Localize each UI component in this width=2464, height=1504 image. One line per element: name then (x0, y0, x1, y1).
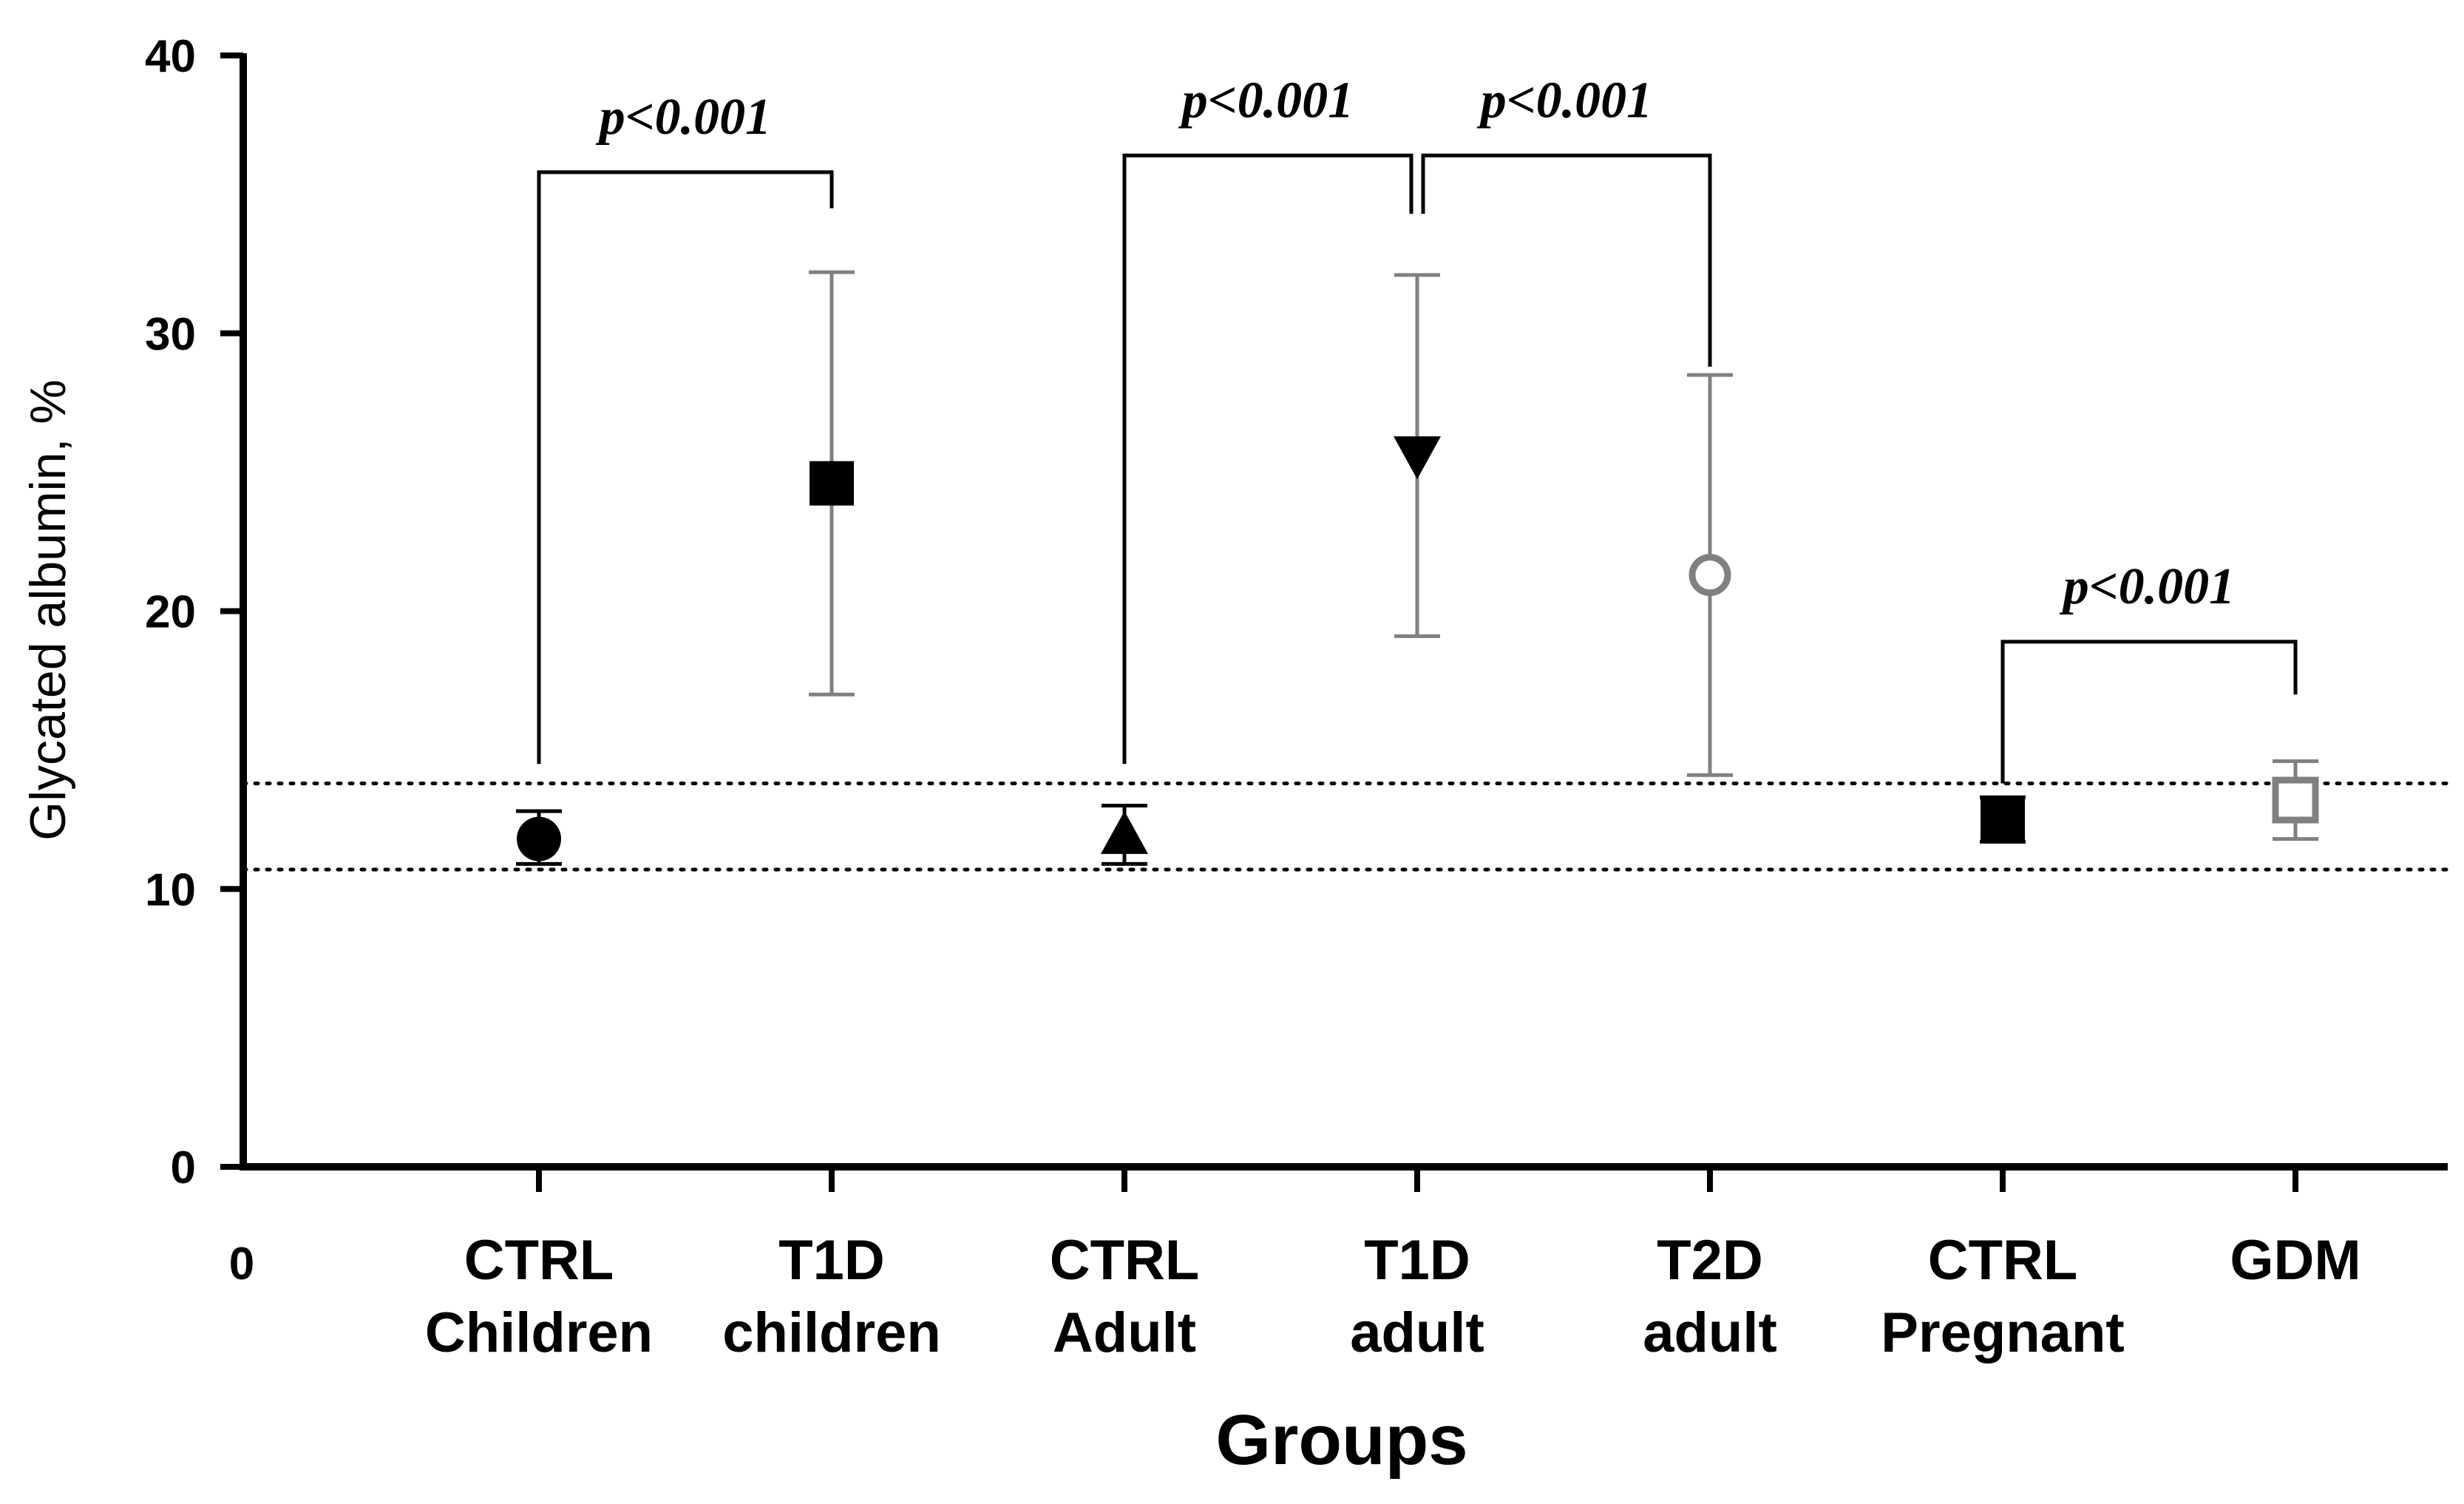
x-tick-label-line2: children (722, 1301, 941, 1364)
p-value-label: p<0.001 (1178, 72, 1354, 129)
y-tick-label: 30 (145, 309, 196, 360)
x-tick-label-line2: adult (1350, 1301, 1484, 1364)
y-ticks: 0 10 20 30 40 (145, 31, 243, 1193)
p-value-label: p<0.001 (1477, 72, 1652, 129)
y-tick-label: 20 (145, 587, 196, 638)
reference-lines (241, 781, 2450, 872)
significance-bracket: p<0.001 (1421, 72, 1712, 367)
x-tick-label: CTRL (1050, 1229, 1200, 1292)
data-point (1101, 810, 1148, 854)
x-tick-label-line2: Children (425, 1301, 653, 1364)
x-tick-label: T1D (1364, 1229, 1470, 1292)
data-point (517, 816, 561, 861)
bracket-line (2000, 640, 2298, 784)
significance-bracket: p<0.001 (2000, 558, 2298, 784)
bracket-line (1421, 153, 1712, 367)
y-tick-label: 40 (145, 31, 196, 82)
data-point (1981, 797, 2025, 842)
x-origin-label: 0 (229, 1239, 254, 1290)
x-tick-label: CTRL (464, 1229, 614, 1292)
x-tick-label: T2D (1657, 1229, 1763, 1292)
significance-bracket: p<0.001 (1122, 72, 1413, 765)
x-axis-title: Groups (1215, 1400, 1467, 1480)
error-bars (516, 270, 2318, 866)
y-axis-title: Glycated albumin, % (20, 379, 76, 841)
bracket-line (537, 170, 834, 765)
x-tick-label-line2: Adult (1053, 1301, 1196, 1364)
y-tick-label: 10 (145, 864, 196, 915)
x-tick-label: CTRL (1928, 1229, 2078, 1292)
x-tick-label-line2: adult (1643, 1301, 1777, 1364)
data-point (2272, 776, 2319, 824)
bracket-line (1122, 153, 1413, 765)
x-tick-label: T1D (778, 1229, 885, 1292)
x-tick-label-line2: Pregnant (1881, 1301, 2124, 1364)
data-point (1394, 436, 1441, 480)
significance-bracket: p<0.001 (537, 89, 834, 765)
x-tick-label: GDM (2230, 1229, 2361, 1292)
data-point (1689, 554, 1731, 597)
x-ticks: CTRL Children T1D children CTRL Adult T1D adult… (425, 1167, 2361, 1364)
data-point (810, 461, 854, 506)
data-markers (517, 436, 2319, 861)
significance-brackets: p<0.001 p<0.001 p<0.001 p<0.001 (537, 72, 2298, 784)
p-value-label: p<0.001 (2060, 558, 2235, 615)
y-tick-label: 0 (171, 1142, 196, 1193)
p-value-label: p<0.001 (596, 89, 771, 146)
